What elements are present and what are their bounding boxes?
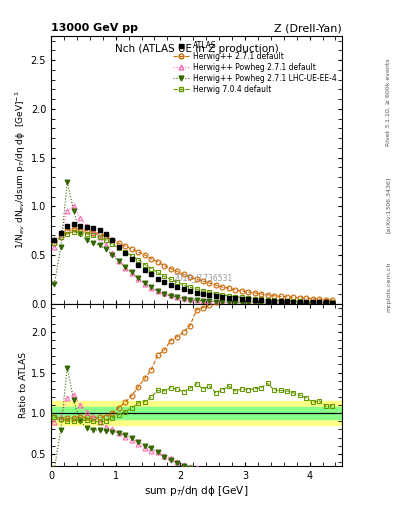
Y-axis label: 1/N$_{ev}$ dN$_{ev}$/dsum p$_T$/dη dϕ  [GeV]$^{-1}$: 1/N$_{ev}$ dN$_{ev}$/dsum p$_T$/dη dϕ [G… [13, 91, 28, 249]
Text: Z (Drell-Yan): Z (Drell-Yan) [274, 23, 342, 33]
Bar [51, 408, 342, 419]
Text: Nch (ATLAS UE in Z production): Nch (ATLAS UE in Z production) [115, 44, 278, 54]
Text: 2019_I1736531: 2019_I1736531 [173, 273, 233, 282]
Text: [arXiv:1306.3436]: [arXiv:1306.3436] [386, 177, 391, 233]
Y-axis label: Ratio to ATLAS: Ratio to ATLAS [19, 352, 28, 418]
Legend: ATLAS, Herwig++ 2.7.1 default, Herwig++ Powheg 2.7.1 default, Herwig++ Powheg 2.: ATLAS, Herwig++ 2.7.1 default, Herwig++ … [171, 39, 338, 95]
X-axis label: sum p$_T$/dη dϕ [GeV]: sum p$_T$/dη dϕ [GeV] [144, 483, 249, 498]
Bar [51, 401, 342, 425]
Text: mcplots.cern.ch: mcplots.cern.ch [386, 262, 391, 312]
Text: Rivet 3.1.10, ≥ 600k events: Rivet 3.1.10, ≥ 600k events [386, 58, 391, 146]
Text: 13000 GeV pp: 13000 GeV pp [51, 23, 138, 33]
